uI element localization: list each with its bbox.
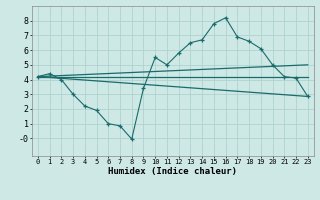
- X-axis label: Humidex (Indice chaleur): Humidex (Indice chaleur): [108, 167, 237, 176]
